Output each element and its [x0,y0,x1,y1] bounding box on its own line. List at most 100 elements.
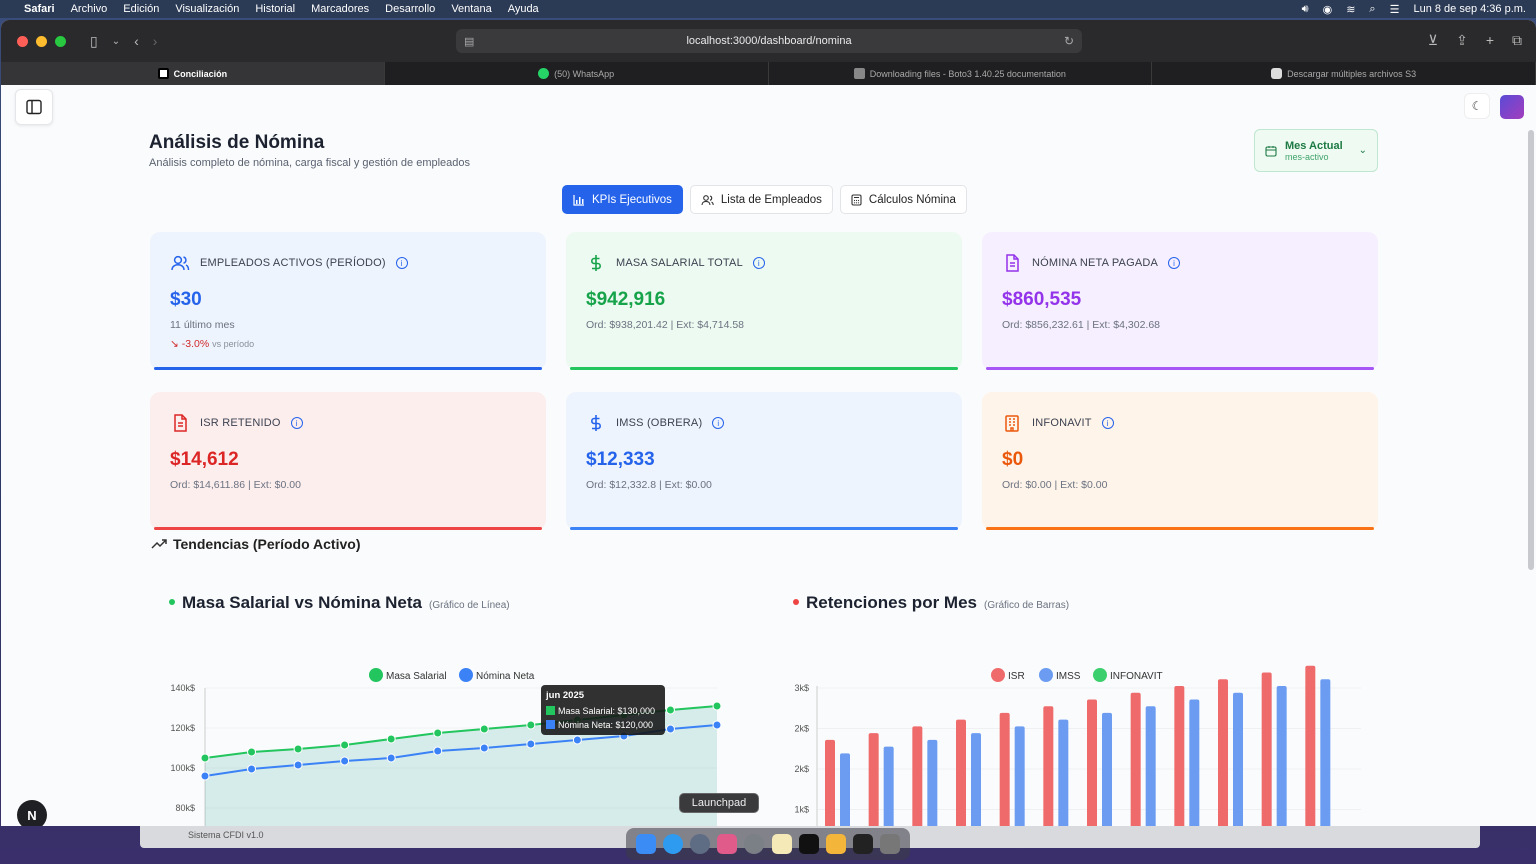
y-tick-label: 120k$ [170,723,195,733]
page-settings-icon[interactable]: ▤ [464,35,475,48]
tab-label: Cálculos Nómina [868,193,956,206]
trash-icon[interactable] [880,834,901,854]
download-icon[interactable]: ⊻ [1427,32,1439,48]
kpi-label: EMPLEADOS ACTIVOS (PERÍODO) [200,257,386,269]
theme-toggle-button[interactable]: ☾ [1464,93,1490,119]
close-window-button[interactable] [17,35,28,47]
tab-whatsapp[interactable]: (50) WhatsApp [385,62,769,85]
tab-calculos[interactable]: Cálculos Nómina [839,185,967,214]
address-bar[interactable]: ▤ localhost:3000/dashboard/nomina ↻ [456,29,1082,53]
title-dot [793,599,799,605]
reload-icon[interactable]: ↻ [1063,34,1074,48]
menu-ventana[interactable]: Ventana [451,3,492,15]
period-select[interactable]: Mes Actual mes-activo ⌄ [1254,129,1378,172]
bar [1130,692,1141,826]
share-icon[interactable]: ⇪ [1456,32,1468,48]
bar [825,739,835,826]
chart-title-text: Retenciones por Mes [806,593,977,612]
line-chart[interactable]: Masa Salarial Nómina Neta 140k$ 120k$ 100k$ 8… [161,648,741,826]
bar [1058,719,1069,826]
data-point [200,753,210,763]
menu-desarrollo[interactable]: Desarrollo [385,3,436,15]
data-point [712,720,722,730]
safari-icon[interactable] [662,834,683,854]
kpi-card-masa: MASA SALARIAL TOTAL i $942,916 Ord: $938… [566,232,962,370]
chevron-down-icon[interactable]: ⌄ [111,35,121,47]
moon-icon: ☾ [1471,99,1483,113]
launchpad-icon[interactable] [717,834,738,854]
bar-chart[interactable]: ISR IMSS INFONAVIT 3k$ 2k$ 2k$ 1k$ [781,648,1371,826]
trending-up-icon [151,539,167,549]
info-icon[interactable]: i [712,417,725,429]
menubar-clock[interactable]: Lun 8 de sep 4:36 p.m. [1413,3,1526,15]
bar [1102,712,1112,826]
sketch-icon[interactable] [825,834,846,854]
tab-kpis[interactable]: KPIs Ejecutivos [562,185,683,214]
menu-ayuda[interactable]: Ayuda [507,3,539,15]
back-icon[interactable]: ‹ [134,33,139,49]
wifi-icon[interactable]: ≋ [1346,3,1356,16]
data-point [433,728,443,738]
app-logo-icon [157,68,169,79]
menu-marcadores[interactable]: Marcadores [311,3,370,15]
tab-boto3[interactable]: Downloading files - Boto3 1.40.25 docume… [769,62,1153,85]
info-icon[interactable]: i [1101,417,1114,429]
menu-historial[interactable]: Historial [255,3,296,15]
spotlight-icon[interactable]: ⌕ [1369,2,1376,15]
menu-visualizacion[interactable]: Visualización [175,3,240,15]
calculator-icon [851,193,862,206]
chrome-icon[interactable] [689,834,710,854]
menu-app[interactable]: Safari [24,3,55,15]
scrollbar[interactable] [1528,130,1534,570]
playback-icon[interactable]: ◉ [1322,3,1333,16]
tab-conciliacion[interactable]: Conciliación [1,62,385,85]
tooltip-swatch [546,706,555,715]
finder-icon[interactable] [635,834,656,854]
legend-label: INFONAVIT [1110,671,1163,682]
tab-overview-icon[interactable]: ⧉ [1512,32,1522,48]
tab-s3[interactable]: Descargar múltiples archivos S3 [1152,62,1536,85]
whatsapp-icon [538,68,550,79]
tab-empleados[interactable]: Lista de Empleados [689,185,833,214]
data-point [293,744,303,754]
trends-heading: Tendencias (Período Activo) [151,536,360,552]
kpi-label: IMSS (OBRERA) [616,417,703,429]
zoom-window-button[interactable] [55,35,66,47]
kpi-sub: Ord: $12,332.8 | Ext: $0.00 [586,479,712,491]
control-center-icon[interactable]: ☰ [1389,3,1400,16]
avatar[interactable] [1500,95,1524,119]
info-icon[interactable]: i [290,417,303,429]
bar [1218,679,1228,826]
data-point [200,771,210,781]
status-text: Sistema CFDI v1.0 [188,830,264,840]
data-point [293,760,303,770]
new-tab-icon[interactable]: + [1485,32,1494,48]
minimize-window-button[interactable] [36,35,47,47]
info-icon[interactable]: i [752,257,765,269]
bar [1145,706,1156,826]
volume-icon[interactable]: 🔊︎ [1301,2,1309,15]
receipt-icon [174,414,187,432]
menu-edicion[interactable]: Edición [123,3,160,15]
url-text[interactable]: localhost:3000/dashboard/nomina [686,35,852,47]
sidebar-icon[interactable]: ▯ [90,32,98,49]
terminal-icon[interactable] [853,834,874,854]
notes-icon[interactable] [771,834,792,854]
chevron-down-icon: ⌄ [1358,145,1367,156]
info-icon[interactable]: i [1168,257,1181,269]
bar [956,719,966,826]
settings-icon[interactable] [744,834,765,854]
data-point [712,701,722,711]
info-icon[interactable]: i [395,257,408,269]
next-devtools-button[interactable]: N [17,800,47,826]
forward-icon[interactable]: › [152,33,158,49]
browser-window: ▯ ⌄ ‹ › ▤ localhost:3000/dashboard/nomin… [1,20,1536,826]
data-point [572,735,582,745]
dock [626,828,910,860]
tooltip-line: Masa Salarial: $130,000 [558,706,655,716]
cursor-icon[interactable] [798,834,819,854]
data-point [247,764,257,774]
menu-archivo[interactable]: Archivo [70,3,108,15]
sidebar-toggle-button[interactable] [15,89,53,125]
data-point [247,747,257,757]
